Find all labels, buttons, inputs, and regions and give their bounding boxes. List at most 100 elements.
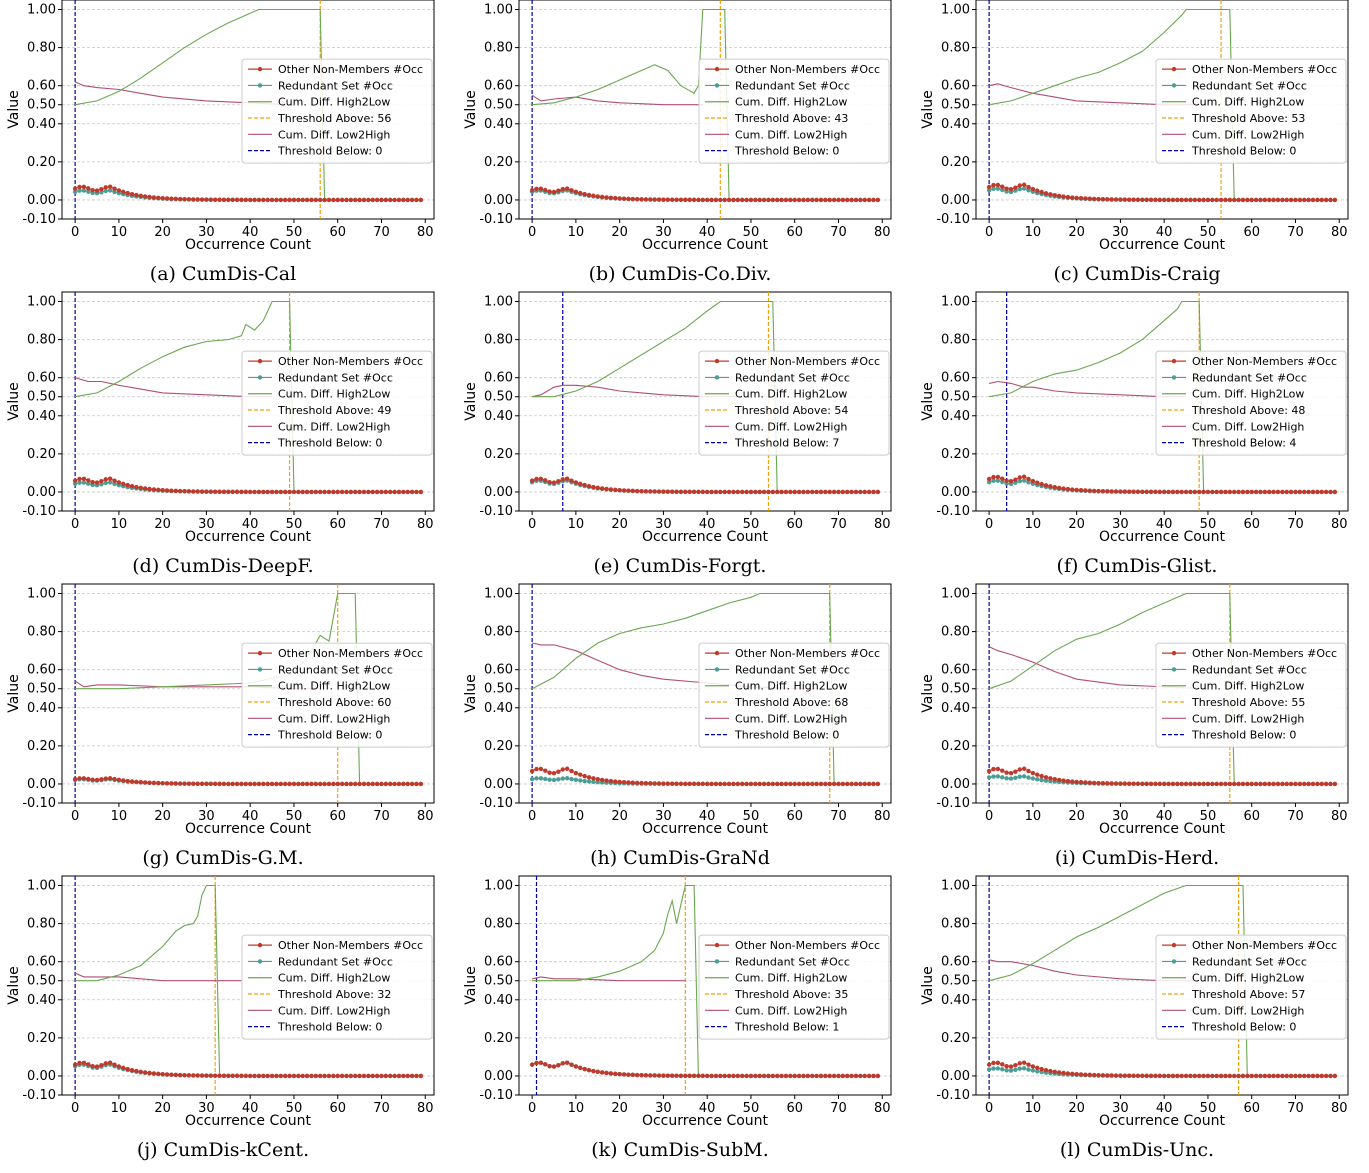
other-non-members-point: [757, 1073, 762, 1079]
other-non-members-point: [1113, 781, 1119, 786]
other-non-members-point: [1288, 1073, 1294, 1079]
other-non-members-point: [304, 489, 310, 495]
other-non-members-point: [1315, 1073, 1320, 1079]
other-non-members-point: [239, 489, 244, 495]
other-non-members-point: [112, 1062, 117, 1067]
other-non-members-point: [1227, 781, 1233, 787]
other-non-members-point: [379, 781, 384, 787]
other-non-members-point: [261, 1073, 266, 1079]
legend-high2low-label: Cum. Diff. High2Low: [278, 972, 390, 985]
redundant-set-point: [578, 778, 583, 783]
other-non-members-point: [1170, 781, 1176, 787]
other-non-members-point: [405, 489, 410, 495]
other-non-members-point: [247, 1073, 253, 1079]
x-tick-label: 0: [985, 517, 993, 532]
other-non-members-point: [1253, 1073, 1259, 1079]
other-non-members-point: [309, 197, 314, 203]
legend-redundant-set-label: Redundant Set #Occ: [278, 955, 393, 968]
other-non-members-point: [81, 184, 87, 190]
other-non-members-point: [357, 781, 362, 787]
other-non-members-point: [1122, 781, 1128, 786]
x-tick-label: 10: [568, 1101, 585, 1116]
redundant-set-point: [1013, 188, 1018, 193]
other-non-members-point: [1074, 195, 1079, 201]
other-non-members-point: [1100, 1073, 1106, 1078]
other-non-members-point: [858, 489, 863, 495]
other-non-members-point: [99, 1062, 104, 1068]
other-non-members-point: [1262, 1073, 1268, 1079]
other-non-members-point: [182, 488, 187, 494]
other-non-members-point: [779, 197, 784, 203]
other-non-members-point: [595, 194, 600, 199]
other-non-members-point: [1310, 489, 1316, 495]
other-non-members-point: [788, 1073, 793, 1079]
other-non-members-point: [1271, 197, 1276, 203]
redundant-set-point: [1026, 1067, 1031, 1072]
other-non-members-point: [1175, 489, 1180, 495]
x-tick-label: 0: [985, 225, 993, 240]
other-non-members-point: [643, 197, 649, 202]
other-non-members-point: [713, 1073, 719, 1079]
other-non-members-point: [1188, 489, 1193, 495]
other-non-members-point: [831, 1073, 837, 1079]
chart-panel: -0.10 0.00 0.20 0.40 0.50 0.60 0.80 1.00 0 10 20 30…: [6, 583, 435, 869]
other-non-members-point: [86, 1062, 91, 1067]
other-non-members-point: [1030, 1064, 1036, 1069]
y-tick-label: 0.50: [484, 682, 513, 697]
other-non-members-point: [1109, 1073, 1114, 1078]
redundant-set-point: [112, 481, 117, 487]
other-non-members-point: [1070, 487, 1075, 492]
other-non-members-point: [810, 197, 815, 203]
other-non-members-point: [401, 489, 406, 495]
other-non-members-point: [840, 197, 846, 203]
other-non-members-point: [396, 1073, 402, 1079]
y-axis-label: Value: [6, 90, 22, 128]
other-non-members-point: [1192, 197, 1198, 203]
y-tick-label: -0.10: [479, 504, 513, 519]
other-non-members-point: [656, 1073, 662, 1078]
other-non-members-point: [160, 195, 165, 201]
y-tick-label: 0.20: [484, 1031, 513, 1046]
x-tick-label: 60: [1243, 517, 1260, 532]
other-non-members-point: [217, 489, 222, 494]
other-non-members-point: [831, 781, 837, 787]
other-non-members-point: [1026, 184, 1031, 190]
other-non-members-point: [726, 489, 732, 495]
other-non-members-point: [823, 489, 828, 495]
chart-panel: -0.10 0.00 0.20 0.40 0.50 0.60 0.80 1.00 0 10 20 30…: [6, 875, 435, 1161]
y-tick-label: 0.60: [484, 371, 513, 386]
other-non-members-point: [1240, 781, 1246, 787]
x-tick-label: 30: [655, 809, 672, 824]
y-tick-label: 0.40: [484, 409, 513, 424]
other-non-members-point: [1135, 489, 1141, 494]
other-non-members-point: [586, 192, 592, 198]
other-non-members-point: [1074, 779, 1079, 785]
other-non-members-point: [674, 781, 679, 786]
redundant-set-point: [1021, 478, 1027, 483]
other-non-members-point: [138, 779, 143, 785]
redundant-set-point: [1026, 775, 1031, 780]
other-non-members-point: [875, 197, 881, 203]
other-non-members-point: [204, 781, 209, 787]
other-non-members-point: [300, 489, 305, 495]
other-non-members-point: [761, 781, 767, 787]
redundant-set-point: [986, 775, 992, 780]
other-non-members-point: [357, 197, 362, 203]
other-non-members-point: [1131, 781, 1136, 786]
other-non-members-point: [1288, 489, 1294, 495]
other-non-members-point: [72, 1062, 78, 1067]
other-non-members-point: [1140, 1073, 1145, 1079]
other-non-members-point: [129, 1067, 135, 1073]
other-non-members-point: [1284, 489, 1289, 495]
other-non-members-point: [1113, 1073, 1119, 1078]
legend-low2high-label: Cum. Diff. Low2High: [735, 712, 847, 725]
other-non-members-point: [683, 197, 688, 203]
other-non-members-point: [1030, 478, 1036, 484]
other-non-members-point: [339, 489, 345, 495]
y-tick-label: -0.10: [936, 504, 970, 519]
other-non-members-point: [1223, 1073, 1228, 1079]
other-non-members-point: [551, 1064, 557, 1069]
other-non-members-point: [396, 489, 402, 495]
x-tick-label: 70: [1287, 809, 1304, 824]
other-non-members-point: [335, 489, 340, 495]
